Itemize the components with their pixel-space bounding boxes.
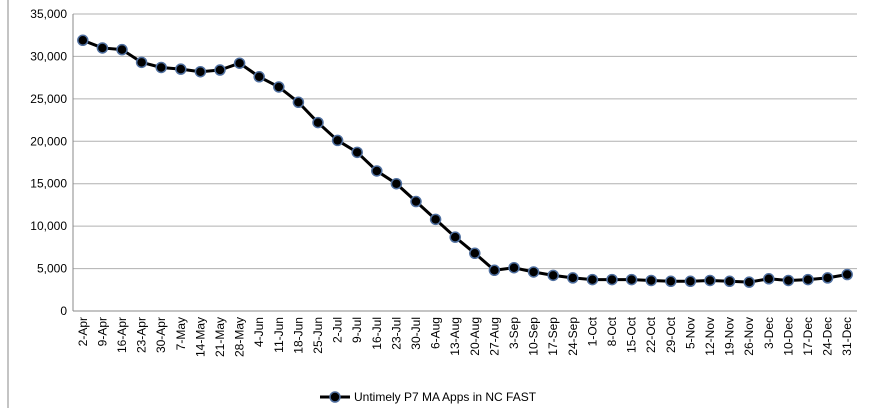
x-tick-label: 15-Oct — [625, 316, 639, 353]
x-tick-label: 11-Jun — [272, 317, 286, 353]
data-point — [410, 195, 422, 208]
y-tick-label: 10,000 — [30, 219, 67, 233]
x-tick-label: 13-Aug — [448, 317, 462, 356]
y-tick-label: 20,000 — [30, 134, 67, 148]
data-point — [508, 261, 520, 274]
data-point — [527, 266, 540, 278]
x-tick-label: 12-Nov — [703, 317, 717, 356]
data-point — [586, 273, 599, 286]
data-point — [390, 177, 403, 190]
data-point — [155, 61, 167, 74]
data-point — [351, 146, 363, 159]
data-point — [77, 34, 89, 47]
x-tick-label: 8-Oct — [605, 316, 619, 346]
x-tick-label: 17-Sep — [546, 317, 560, 356]
x-tick-label: 7-May — [174, 317, 188, 350]
y-tick-label: 15,000 — [30, 177, 67, 191]
data-point — [469, 247, 481, 260]
y-tick-label: 35,000 — [30, 7, 67, 21]
x-tick-label: 10-Dec — [781, 317, 795, 356]
data-point — [763, 273, 775, 285]
x-tick-label: 2-Jul — [331, 317, 345, 343]
x-tick-label: 29-Oct — [664, 316, 678, 353]
data-point — [273, 81, 285, 93]
x-tick-label: 23-Apr — [135, 317, 149, 353]
data-point — [135, 56, 148, 69]
data-point — [723, 275, 736, 288]
x-tick-label: 9-Jul — [350, 317, 364, 343]
data-point — [312, 116, 324, 129]
data-point — [194, 65, 207, 78]
data-point — [429, 213, 442, 226]
x-tick-label: 10-Sep — [527, 317, 541, 356]
series-line — [82, 38, 848, 284]
data-point — [292, 96, 305, 109]
data-point — [665, 275, 677, 288]
x-tick-label: 4-Jun — [252, 317, 266, 347]
x-tick-label: 24-Sep — [566, 317, 580, 356]
data-point — [175, 63, 187, 75]
x-tick-label: 31-Dec — [840, 317, 854, 356]
data-point — [449, 231, 461, 243]
data-point — [743, 276, 755, 288]
x-tick-label: 26-Nov — [742, 317, 756, 356]
x-tick-label: 6-Aug — [429, 317, 443, 349]
x-tick-label: 5-Nov — [683, 317, 697, 349]
x-tick-label: 24-Dec — [821, 317, 835, 356]
data-point — [371, 165, 383, 177]
x-tick-label: 21-May — [213, 317, 227, 357]
legend-marker — [329, 391, 341, 403]
x-tick-label: 20-Aug — [468, 317, 482, 356]
data-point — [567, 272, 579, 284]
x-tick-label: 1-Oct — [585, 316, 599, 346]
x-tick-label: 19-Nov — [723, 317, 737, 356]
x-tick-label: 27-Aug — [487, 317, 501, 356]
x-tick-label: 28-May — [233, 317, 247, 357]
y-tick-label: 30,000 — [30, 49, 67, 63]
legend-label: Untimely P7 MA Apps in NC FAST — [354, 390, 537, 404]
x-tick-label: 25-Jun — [311, 317, 325, 354]
y-tick-label: 25,000 — [30, 92, 67, 106]
x-tick-label: 16-Jul — [370, 317, 384, 350]
data-point — [704, 274, 716, 287]
x-tick-label: 17-Dec — [801, 317, 815, 356]
x-tick-label: 9-Apr — [95, 317, 109, 346]
data-point — [645, 274, 657, 287]
x-tick-label: 3-Sep — [507, 317, 521, 349]
data-point — [116, 43, 128, 56]
y-tick-label: 0 — [60, 304, 67, 318]
data-point — [782, 274, 795, 287]
x-tick-label: 14-May — [193, 317, 207, 357]
data-point — [253, 71, 265, 83]
x-tick-label: 16-Apr — [115, 317, 129, 353]
x-tick-label: 23-Jul — [389, 317, 403, 350]
data-point — [821, 272, 834, 284]
data-point — [625, 273, 638, 286]
x-tick-label: 22-Oct — [644, 316, 658, 353]
data-point — [214, 64, 226, 76]
data-point — [802, 273, 814, 286]
data-point — [488, 264, 501, 277]
data-point — [684, 275, 697, 288]
x-tick-label: 30-Apr — [154, 317, 168, 353]
data-point — [606, 273, 618, 286]
y-tick-label: 5,000 — [37, 262, 67, 276]
data-point — [547, 269, 559, 282]
x-tick-label: 18-Jun — [291, 317, 305, 354]
data-point — [331, 134, 344, 147]
x-tick-label: 30-Jul — [409, 317, 423, 350]
x-tick-label: 2-Apr — [76, 317, 90, 346]
data-point — [233, 57, 246, 69]
data-point — [841, 268, 853, 281]
data-point — [96, 42, 109, 54]
x-tick-label: 3-Dec — [762, 317, 776, 349]
